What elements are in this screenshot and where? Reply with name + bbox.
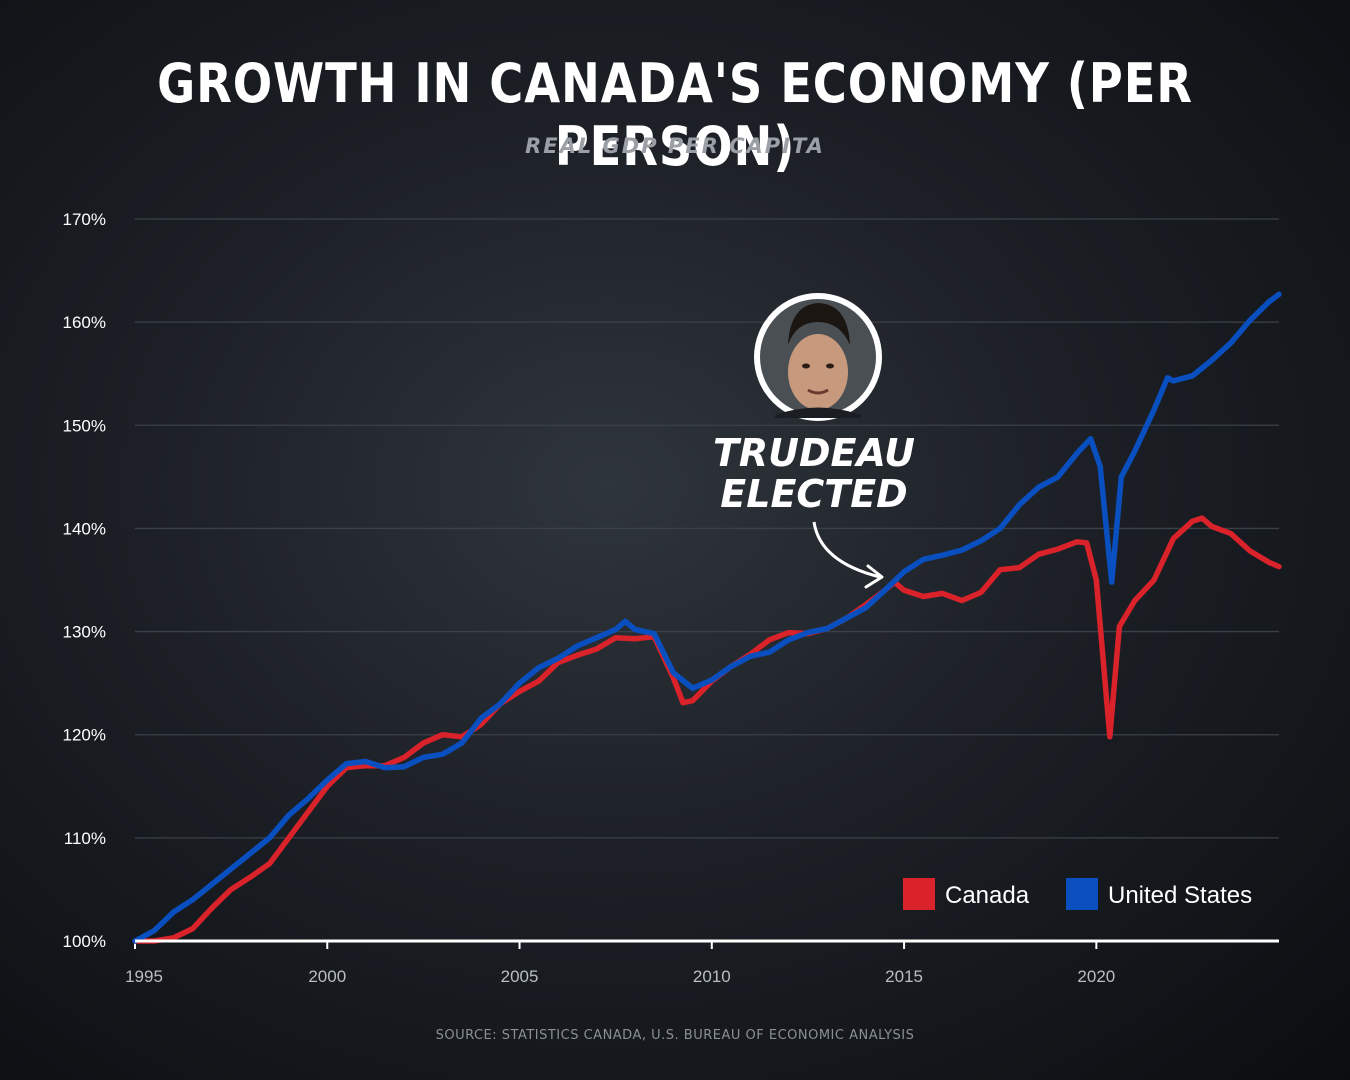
x-tick-label: 2000: [308, 967, 346, 986]
x-tick-label: 2005: [501, 967, 539, 986]
series-lines: [132, 291, 1282, 944]
y-axis-ticks: 100% 110% 120% 130% 140% 150% 160% 170%: [63, 210, 106, 951]
y-tick-label: 160%: [63, 313, 106, 332]
legend-label-united-states: United States: [1108, 882, 1252, 909]
x-tick-label: 2015: [885, 967, 923, 986]
gridlines: [135, 218, 1279, 839]
legend-label-canada: Canada: [945, 882, 1030, 909]
series-line-united-states: [132, 291, 1282, 944]
y-tick-label: 150%: [63, 416, 106, 435]
annotation-arrowhead: [864, 564, 884, 589]
y-tick-label: 130%: [63, 623, 106, 642]
legend-swatch-canada: [903, 878, 935, 910]
legend-swatch-united-states: [1066, 878, 1098, 910]
y-tick-label: 120%: [63, 726, 106, 745]
series-line-canada: [132, 515, 1282, 944]
x-axis-ticks: 1995 2000 2005 2010 2015 2020: [125, 941, 1115, 986]
chart-subtitle: REAL GDP PER CAPITA: [525, 134, 825, 158]
y-tick-label: 170%: [63, 210, 106, 229]
y-tick-label: 140%: [63, 519, 106, 538]
x-tick-label: 2020: [1077, 967, 1115, 986]
y-tick-label: 100%: [63, 932, 106, 951]
trudeau-elected-annotation: TRUDEAU ELECTED: [713, 293, 915, 589]
legend: Canada United States: [903, 878, 1252, 910]
portrait-photo-icon: [754, 293, 882, 421]
x-tick-label: 2010: [693, 967, 731, 986]
annotation-line-2: ELECTED: [720, 472, 907, 516]
annotation-arrow: [812, 521, 881, 579]
chart-title: GROWTH IN CANADA'S ECONOMY (PER PERSON): [157, 52, 1193, 178]
x-tick-label: 1995: [125, 967, 163, 986]
annotation-line-1: TRUDEAU: [713, 431, 915, 475]
y-tick-label: 110%: [64, 829, 106, 848]
source-note: SOURCE: STATISTICS CANADA, U.S. BUREAU O…: [435, 1028, 915, 1043]
